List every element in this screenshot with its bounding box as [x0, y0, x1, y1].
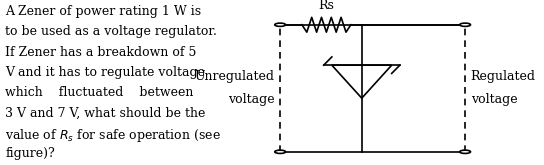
Circle shape — [460, 23, 471, 26]
Text: figure)?: figure)? — [5, 147, 55, 160]
Text: voltage: voltage — [471, 93, 517, 106]
Text: Regulated: Regulated — [471, 70, 535, 83]
Text: Unregulated: Unregulated — [195, 70, 275, 83]
Circle shape — [460, 150, 471, 153]
Text: value of $R_s$ for safe operation (see: value of $R_s$ for safe operation (see — [5, 127, 221, 144]
Text: If Zener has a breakdown of 5: If Zener has a breakdown of 5 — [5, 46, 197, 59]
Text: Rs: Rs — [318, 0, 335, 12]
Circle shape — [275, 23, 286, 26]
Text: to be used as a voltage regulator.: to be used as a voltage regulator. — [5, 25, 217, 38]
Text: 3 V and 7 V, what should be the: 3 V and 7 V, what should be the — [5, 106, 206, 119]
Text: A Zener of power rating 1 W is: A Zener of power rating 1 W is — [5, 5, 202, 18]
Circle shape — [275, 150, 286, 153]
Text: which    fluctuated    between: which fluctuated between — [5, 86, 194, 99]
Text: voltage: voltage — [228, 93, 275, 106]
Text: V and it has to regulate voltage: V and it has to regulate voltage — [5, 66, 206, 79]
